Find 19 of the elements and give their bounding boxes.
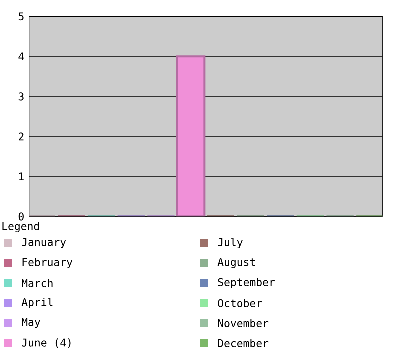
y-tick-label: 2	[18, 132, 24, 141]
legend-label: August	[218, 258, 256, 268]
legend-label: December	[218, 339, 269, 348]
legend-label: June (4)	[22, 338, 71, 348]
y-tick-label: 3	[18, 92, 24, 101]
legend-label: September	[218, 278, 275, 288]
legend-label: February	[22, 258, 73, 268]
legend-label: July	[218, 238, 243, 249]
y-tick-label: 4	[18, 52, 24, 61]
legend-label: May	[22, 318, 40, 328]
y-tick-label: 0	[18, 212, 24, 221]
legend-label: April	[22, 298, 53, 309]
legend-label: October	[218, 299, 262, 308]
legend-title: Legend	[2, 222, 40, 233]
legend-label: November	[218, 319, 269, 328]
legend-label: March	[22, 279, 53, 288]
y-tick-label: 5	[18, 12, 24, 21]
legend-label: January	[22, 238, 66, 248]
y-tick-label: 1	[19, 172, 24, 181]
